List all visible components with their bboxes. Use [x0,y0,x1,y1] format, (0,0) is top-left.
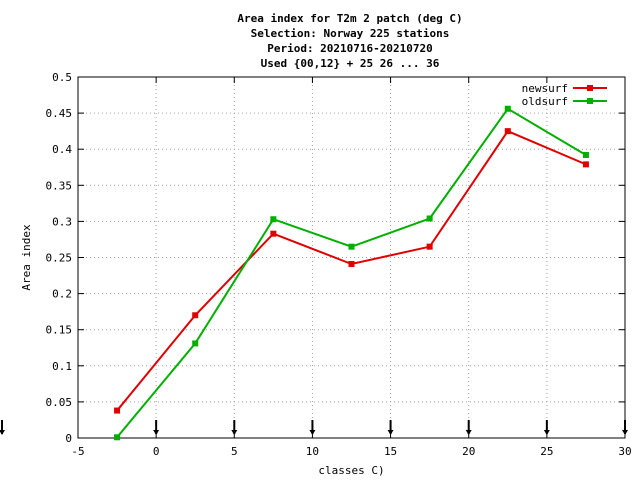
x-tick-label: 5 [231,445,238,458]
class-marker-arrowhead [387,430,394,435]
x-tick-label: 15 [384,445,397,458]
title-line: Area index for T2m 2 patch (deg C) [237,12,462,25]
legend-label: newsurf [522,82,568,95]
y-tick-label: 0.2 [52,288,72,301]
data-point-oldsurf [192,340,199,347]
data-point-newsurf [504,128,511,135]
class-marker-arrowhead [0,430,5,435]
class-marker-arrowhead [465,430,472,435]
y-tick-label: 0.4 [52,143,72,156]
axes: -5 0 5 10 15 20 25 3000.050.10.150.20.250.30.35… [0,71,632,458]
legend-swatch-marker [587,98,593,104]
class-marker-arrowhead [309,430,316,435]
x-tick-label: 20 [462,445,475,458]
y-tick-label: 0.1 [52,360,72,373]
data-point-newsurf [348,260,355,267]
legend-swatch-marker [587,85,593,91]
series-line-oldsurf [116,107,587,438]
y-tick-label: 0.5 [52,71,72,84]
class-marker-arrowhead [231,430,238,435]
x-tick-label: 10 [306,445,319,458]
x-tick-label: 30 [618,445,631,458]
y-tick-label: 0.15 [46,324,73,337]
y-tick-label: 0.35 [46,179,73,192]
y-axis-label: Area index [20,224,33,291]
chart-title: Area index for T2m 2 patch (deg C) Select… [237,12,462,70]
data-point-oldsurf [348,243,355,250]
x-tick-label: 0 [153,445,160,458]
data-point-oldsurf [270,216,277,223]
y-tick-label: 0.45 [46,107,73,120]
series-oldsurf [114,105,589,441]
title-line: Used {00,12} + 25 26 ... 36 [261,57,440,70]
class-marker-arrowhead [543,430,550,435]
data-point-newsurf [114,407,121,414]
title-line: Period: 20210716-20210720 [267,42,433,55]
data-point-oldsurf [114,434,121,441]
grid-lines [78,77,625,438]
series-line-newsurf [116,129,587,412]
x-tick-label: 25 [540,445,553,458]
y-tick-label: 0.05 [46,396,73,409]
y-tick-label: 0.25 [46,252,73,265]
class-marker-arrowhead [622,430,628,435]
x-axis-label: classes C) [318,464,384,477]
series-lines [114,105,589,441]
data-point-newsurf [426,243,433,250]
x-tick-label: -5 [71,445,84,458]
data-point-newsurf [270,230,277,237]
title-line: Selection: Norway 225 stations [251,27,450,40]
class-marker-arrowhead [153,430,160,435]
y-tick-label: 0 [65,432,72,445]
data-point-oldsurf [582,151,589,158]
data-point-newsurf [582,161,589,168]
series-newsurf [114,128,589,414]
data-point-oldsurf [504,105,511,112]
y-tick-label: 0.3 [52,215,72,228]
data-point-newsurf [192,312,199,319]
data-point-oldsurf [426,215,433,222]
legend-label: oldsurf [522,95,568,108]
